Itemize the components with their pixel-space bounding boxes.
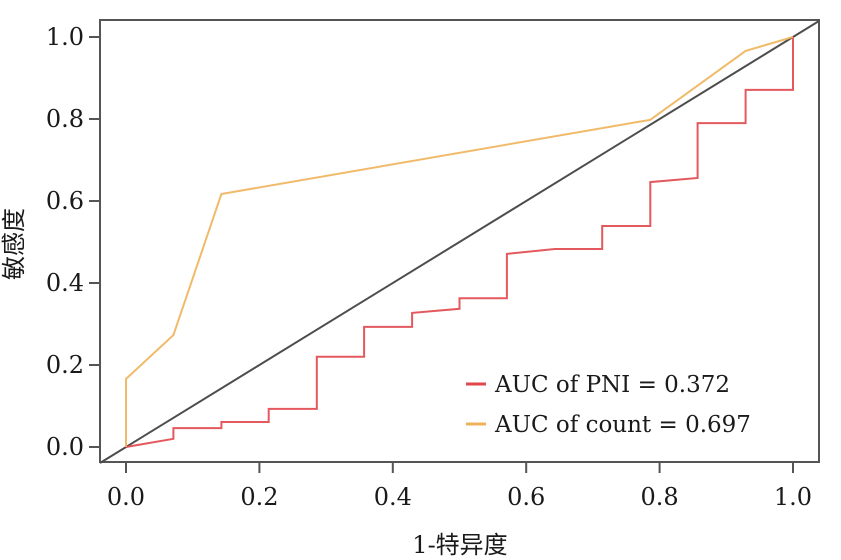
- x-tick-label: 0.6: [507, 483, 545, 511]
- reference-layer: [99, 20, 820, 464]
- x-tick-label: 0.4: [374, 483, 412, 511]
- diagonal-reference-line: [99, 20, 820, 464]
- y-tick-label: 1.0: [46, 23, 84, 51]
- y-tick-label: 0.6: [46, 187, 84, 215]
- x-tick-label: 1.0: [774, 483, 812, 511]
- series-line-pni: [125, 37, 794, 448]
- plot-border: [99, 19, 820, 463]
- plot-frame: [99, 19, 820, 463]
- legend: AUC of PNI = 0.372 AUC of count = 0.697: [466, 372, 751, 438]
- x-tick-label: 0.2: [240, 483, 278, 511]
- legend-label-count: AUC of count = 0.697: [494, 412, 751, 438]
- x-axis-title: 1-特异度: [412, 531, 507, 559]
- x-tick-label: 0.8: [641, 483, 679, 511]
- x-axis: 0.0 0.2 0.4 0.6 0.8 1.0: [107, 462, 812, 511]
- y-tick-label: 0.0: [46, 433, 84, 461]
- y-tick-label: 0.4: [46, 269, 84, 297]
- y-axis-title: 敏感度: [0, 208, 28, 280]
- x-tick-label: 0.0: [107, 483, 145, 511]
- legend-label-pni: AUC of PNI = 0.372: [494, 372, 730, 398]
- series-line-count: [125, 36, 794, 447]
- y-axis: 0.0 0.2 0.4 0.6 0.8 1.0: [46, 23, 100, 461]
- y-tick-label: 0.8: [46, 105, 84, 133]
- y-tick-label: 0.2: [46, 351, 84, 379]
- series-layer: [125, 36, 794, 448]
